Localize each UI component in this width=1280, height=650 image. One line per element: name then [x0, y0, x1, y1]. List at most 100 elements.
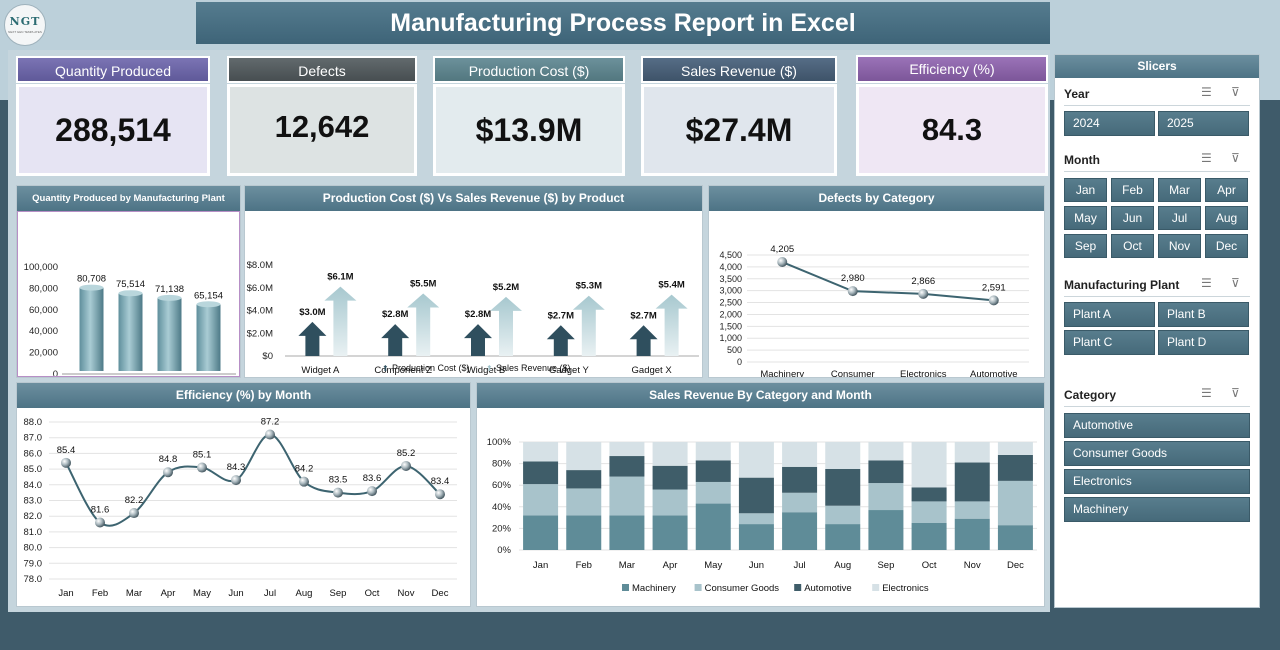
- segment-machinery-feb: [566, 515, 602, 550]
- point-value-label: 85.1: [193, 450, 212, 461]
- multi-select-icon[interactable]: ☰: [1201, 276, 1212, 290]
- plant-slicer-divider: [1064, 296, 1250, 297]
- y-tick-label: 500: [727, 345, 742, 355]
- month-option-aug[interactable]: Aug: [1205, 206, 1248, 230]
- y-tick-label: 80,000: [29, 283, 58, 294]
- kpi-cost-value: $13.9M: [433, 84, 625, 176]
- month-option-mar[interactable]: Mar: [1158, 178, 1201, 202]
- kpi-efficiency-value: 84.3: [856, 84, 1048, 176]
- y-tick-label: $4.0M: [247, 306, 273, 317]
- year-option-2025[interactable]: 2025: [1158, 111, 1249, 136]
- x-tick-label: Apr: [161, 588, 176, 599]
- kpi-defects-label: Defects: [227, 56, 417, 83]
- month-option-sep[interactable]: Sep: [1064, 234, 1107, 258]
- month-option-jan[interactable]: Jan: [1064, 178, 1107, 202]
- segment-machinery-aug: [825, 524, 861, 550]
- kpi-revenue-label: Sales Revenue ($): [641, 56, 837, 83]
- plant-option-plant-b[interactable]: Plant B: [1158, 302, 1249, 327]
- segment-consumer-goods-may: [695, 481, 731, 504]
- segment-consumer-goods-feb: [566, 488, 602, 516]
- clear-filter-icon[interactable]: ⊽: [1231, 85, 1240, 99]
- month-option-apr[interactable]: Apr: [1205, 178, 1248, 202]
- segment-machinery-nov: [954, 518, 990, 550]
- month-option-nov[interactable]: Nov: [1158, 234, 1201, 258]
- month-slicer-title: Month: [1064, 153, 1100, 167]
- plant-option-plant-c[interactable]: Plant C: [1064, 330, 1155, 355]
- x-tick-label: Nov: [964, 560, 981, 571]
- month-option-dec[interactable]: Dec: [1205, 234, 1248, 258]
- y-tick-label: $8.0M: [247, 260, 273, 271]
- segment-consumer-goods-apr: [652, 489, 688, 516]
- defects-line: [781, 261, 994, 302]
- point-value-label: 2,866: [911, 276, 935, 287]
- month-option-may[interactable]: May: [1064, 206, 1107, 230]
- logo-subtext: NEXT GEN TEMPLATES: [8, 30, 42, 34]
- clear-filter-icon[interactable]: ⊽: [1231, 151, 1240, 165]
- sales-by-category-month-chart: 100% 80% 60% 40% 20% 0% Jan Feb Mar Apr May Jun Jul A…: [487, 437, 1037, 594]
- y-tick-label: 80.0: [24, 543, 43, 554]
- x-tick-label: Oct: [922, 560, 937, 571]
- month-slicer-divider: [1064, 171, 1250, 172]
- kpi-quantity-value: 288,514: [16, 84, 210, 176]
- legend-swatch-consumer-goods: [694, 584, 702, 591]
- x-tick-label: Dec: [432, 588, 449, 599]
- legend-marker-cost: ⬆: [382, 364, 389, 373]
- x-tick-label: Aug: [834, 560, 851, 571]
- segment-electronics-aug: [825, 442, 861, 469]
- multi-select-icon[interactable]: ☰: [1201, 386, 1212, 400]
- kpi-cost-label: Production Cost ($): [433, 56, 625, 83]
- segment-consumer-goods-jul: [782, 492, 818, 513]
- defects-by-category-title: Defects by Category: [709, 186, 1044, 211]
- legend-label-machinery: Machinery: [632, 583, 676, 594]
- month-option-feb[interactable]: Feb: [1111, 178, 1154, 202]
- category-option-machinery[interactable]: Machinery: [1064, 497, 1250, 522]
- plant-option-plant-a[interactable]: Plant A: [1064, 302, 1155, 327]
- revenue-value-label: $5.3M: [576, 281, 602, 292]
- y-tick-label: $2.0M: [247, 328, 273, 339]
- segment-automotive-sep: [868, 460, 904, 484]
- revenue-arrow-component-z: [407, 293, 440, 356]
- segment-machinery-may: [695, 503, 731, 550]
- cost-value-label: $2.7M: [548, 310, 574, 321]
- multi-select-icon[interactable]: ☰: [1201, 85, 1212, 99]
- point-automotive: [988, 295, 999, 306]
- segment-machinery-mar: [609, 515, 645, 550]
- segment-automotive-apr: [652, 465, 688, 490]
- x-tick-label: Dec: [1007, 560, 1024, 571]
- category-option-automotive[interactable]: Automotive: [1064, 413, 1250, 438]
- segment-machinery-jul: [782, 512, 818, 550]
- month-option-oct[interactable]: Oct: [1111, 234, 1154, 258]
- month-option-jul[interactable]: Jul: [1158, 206, 1201, 230]
- y-tick-label: $0: [262, 351, 273, 362]
- category-option-consumer-goods[interactable]: Consumer Goods: [1064, 441, 1250, 466]
- segment-electronics-feb: [566, 442, 602, 471]
- x-tick-label: Widget A: [301, 365, 340, 376]
- slicers-panel: Slicers Year ☰ ⊽ 2024 2025 Month ☰ ⊽ Jan F…: [1054, 54, 1260, 608]
- segment-consumer-goods-oct: [911, 501, 947, 523]
- legend-swatch-machinery: [622, 584, 629, 591]
- revenue-value-label: $6.1M: [327, 272, 353, 283]
- year-option-2024[interactable]: 2024: [1064, 111, 1155, 136]
- y-tick-label: 0: [53, 369, 58, 377]
- y-tick-label: 100%: [487, 437, 512, 448]
- clear-filter-icon[interactable]: ⊽: [1231, 276, 1240, 290]
- point-value-label: 84.8: [159, 454, 178, 465]
- point-jan: [61, 457, 71, 468]
- y-tick-label: 80%: [492, 459, 512, 470]
- segment-automotive-jul: [782, 466, 818, 493]
- segment-automotive-feb: [566, 470, 602, 489]
- segment-machinery-oct: [911, 523, 947, 550]
- segment-electronics-oct: [911, 442, 947, 488]
- legend-swatch-electronics: [872, 584, 880, 591]
- plant-option-plant-d[interactable]: Plant D: [1158, 330, 1249, 355]
- segment-automotive-may: [695, 460, 731, 482]
- category-option-electronics[interactable]: Electronics: [1064, 469, 1250, 494]
- bar-value-label: 80,708: [77, 274, 106, 285]
- x-tick-label: Jun: [749, 560, 764, 571]
- y-tick-label: 84.0: [24, 480, 43, 491]
- legend-label-cost: Production Cost ($): [392, 363, 470, 373]
- multi-select-icon[interactable]: ☰: [1201, 151, 1212, 165]
- clear-filter-icon[interactable]: ⊽: [1231, 386, 1240, 400]
- month-option-jun[interactable]: Jun: [1111, 206, 1154, 230]
- cost-vs-revenue-title: Production Cost ($) Vs Sales Revenue ($)…: [245, 186, 702, 211]
